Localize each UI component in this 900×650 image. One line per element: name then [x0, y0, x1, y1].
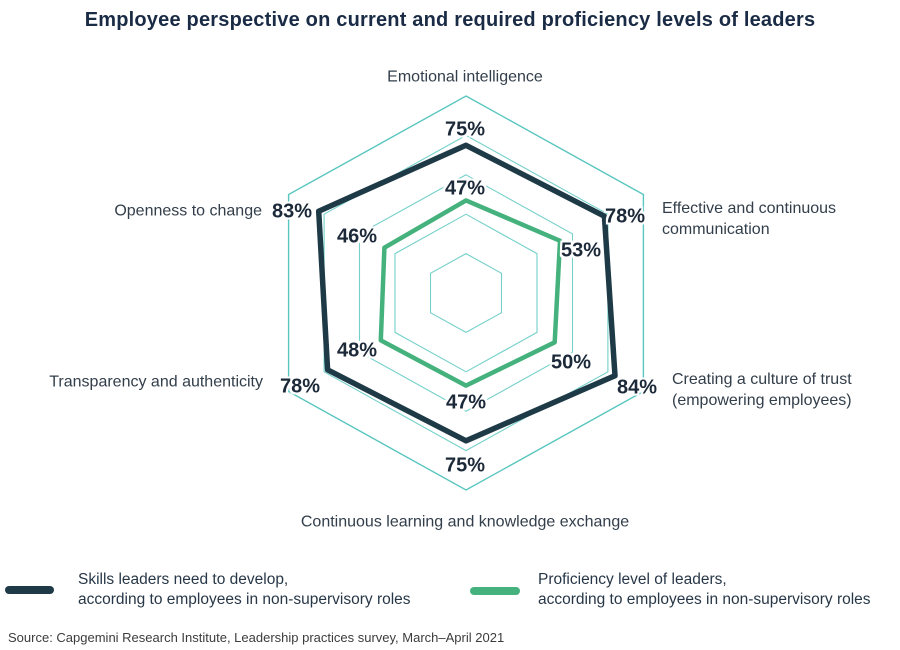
- legend-label-proficiency-line2: according to employees in non-supervisor…: [538, 591, 871, 608]
- chart-title: Employee perspective on current and requ…: [84, 9, 816, 31]
- grid-ring-outer: [287, 95, 645, 491]
- grid-ring: [358, 174, 574, 412]
- axis-label: Effective and continuous communication: [662, 200, 837, 238]
- value-label-required: 83%: [271, 200, 313, 223]
- axis-label: Creating a culture of trust (empowering …: [672, 371, 852, 409]
- value-label-proficiency: 47%: [445, 391, 487, 414]
- legend-swatch-proficiency: [470, 587, 520, 595]
- value-label-required: 75%: [444, 118, 486, 141]
- legend-label-required-line1: Skills leaders need to develop,: [78, 571, 289, 588]
- value-label-required: 78%: [279, 375, 321, 398]
- source-note: Source: Capgemini Research Institute, Le…: [8, 630, 505, 645]
- grid-ring: [323, 134, 609, 452]
- axis-label: Transparency and authenticity: [49, 373, 263, 391]
- series-polygon-required: [315, 142, 618, 444]
- value-label-proficiency: 46%: [336, 225, 378, 248]
- value-label-proficiency: 47%: [444, 177, 486, 200]
- axis-label: Openness to change: [114, 202, 262, 220]
- axis-label: Emotional intelligence: [387, 68, 543, 86]
- legend-label-required-line2: according to employees in non-supervisor…: [78, 591, 411, 608]
- grid-ring: [394, 213, 538, 373]
- value-label-proficiency: 53%: [560, 239, 602, 262]
- legend-swatch-required: [5, 586, 54, 594]
- axis-label: Continuous learning and knowledge exchan…: [300, 513, 630, 531]
- value-label-proficiency: 50%: [550, 351, 592, 374]
- value-label-required: 84%: [616, 376, 658, 399]
- grid-ring: [429, 252, 503, 334]
- series-polygon-proficiency: [378, 198, 563, 388]
- legend-label-required: Skills leaders need to develop, accordin…: [78, 570, 411, 610]
- legend-label-proficiency-line1: Proficiency level of leaders,: [538, 571, 727, 588]
- value-label-required: 78%: [604, 205, 646, 228]
- value-label-proficiency: 48%: [336, 339, 378, 362]
- value-label-required: 75%: [444, 454, 486, 477]
- legend-label-proficiency: Proficiency level of leaders, according …: [538, 570, 871, 610]
